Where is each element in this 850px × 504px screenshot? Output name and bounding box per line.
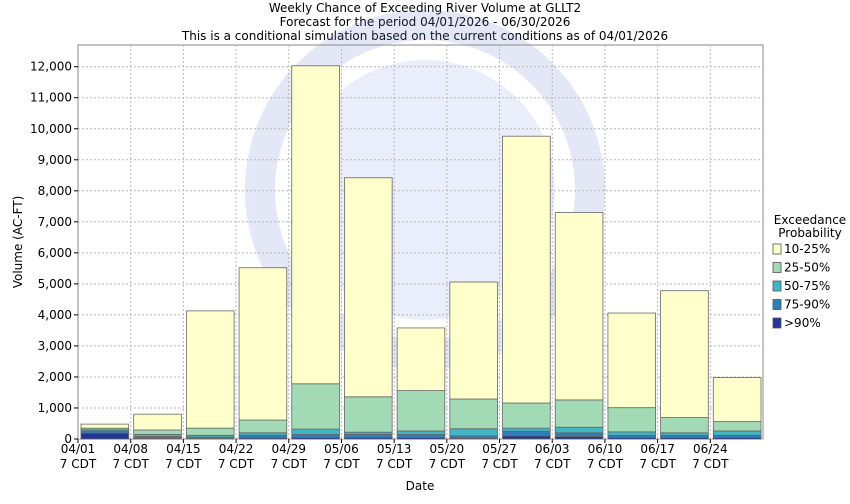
bar-segment [502, 435, 551, 440]
x-tick-label: 05/27 7 CDT [481, 442, 518, 471]
bar-segment [502, 135, 551, 404]
y-tick-label: 12,000 [30, 60, 72, 74]
bar-segment [133, 429, 182, 435]
x-tick-label: 06/17 7 CDT [639, 442, 676, 471]
bar-segment [396, 430, 446, 435]
y-tick-label: 0 [64, 432, 72, 446]
y-tick-label: 6,000 [38, 246, 72, 260]
y-tick-label: 9,000 [38, 153, 72, 167]
x-axis-label: Date [406, 479, 435, 493]
y-tick-label: 3,000 [38, 339, 72, 353]
bar-segment [80, 423, 130, 429]
bar-segment [660, 290, 709, 418]
legend-swatch [772, 317, 782, 329]
y-tick-label: 4,000 [38, 308, 72, 322]
bar-segment [554, 432, 604, 437]
bar-segment [238, 267, 288, 421]
legend-swatch [772, 299, 782, 310]
x-tick-label: 04/15 7 CDT [165, 442, 202, 471]
y-tick-label: 2,000 [38, 370, 72, 384]
y-tick-label: 7,000 [38, 215, 72, 229]
bar-segment [344, 177, 393, 398]
y-tick-label: 8,000 [38, 184, 72, 198]
x-tick-label: 05/20 7 CDT [429, 442, 466, 471]
x-tick-label: 06/03 7 CDT [534, 442, 571, 471]
y-tick-label: 5,000 [38, 277, 72, 291]
legend-label: 50-75% [784, 279, 830, 293]
legend-label: 75-90% [784, 298, 830, 312]
bar-segment [449, 281, 498, 400]
chart-subtitle: Forecast for the period 04/01/2026 - 06/… [280, 15, 571, 29]
bar-segment [80, 432, 130, 440]
bar-segment [344, 433, 393, 438]
x-tick-label: 06/10 7 CDT [587, 442, 624, 471]
y-tick-label: 11,000 [30, 91, 72, 105]
chart-note: This is a conditional simulation based o… [181, 29, 668, 43]
legend-swatch [772, 262, 782, 273]
chart-title: Weekly Chance of Exceeding River Volume … [269, 1, 581, 15]
bar-segment [291, 433, 340, 438]
y-tick-label: 10,000 [30, 122, 72, 136]
y-axis-label: Volume (AC-FT) [11, 196, 25, 289]
bar-segment [607, 431, 657, 436]
x-tick-label: 06/24 7 CDT [692, 442, 729, 471]
x-tick-label: 05/06 7 CDT [323, 442, 360, 471]
bar-segment [554, 399, 604, 428]
legend-swatch [772, 243, 782, 255]
bar-segment [607, 407, 657, 433]
bar-segment [238, 419, 288, 434]
bar-segment [502, 402, 551, 429]
bar-segment [502, 427, 551, 432]
bar-segment [712, 421, 762, 432]
bar-segment [712, 377, 762, 423]
bar-segment [554, 212, 604, 401]
bar-segment [396, 390, 446, 432]
bar-segment [185, 310, 235, 429]
bar-segment [291, 65, 340, 385]
bar-segment [607, 312, 657, 409]
bar-segment [712, 430, 762, 436]
x-tick-label: 04/29 7 CDT [271, 442, 308, 471]
bar-segment [185, 427, 235, 436]
bar-segment [133, 413, 182, 431]
legend-swatch [772, 280, 782, 292]
bar-segment [344, 396, 393, 433]
x-tick-label: 05/13 7 CDT [376, 442, 413, 471]
bar-segment [396, 327, 446, 392]
x-tick-label: 04/08 7 CDT [112, 442, 149, 471]
bar-segment [554, 426, 604, 434]
x-tick-label: 04/22 7 CDT [218, 442, 255, 471]
x-tick-label: 04/01 7 CDT [60, 442, 97, 471]
bar-segment [449, 428, 498, 437]
legend-title: Probability [778, 226, 841, 240]
bar-segment [660, 417, 709, 434]
legend-label: 25-50% [784, 261, 830, 275]
bar-segment [291, 428, 340, 435]
legend-label: 10-25% [784, 242, 830, 256]
bar-segment [449, 398, 498, 430]
bar-segment [396, 433, 446, 438]
bar-segment [502, 430, 551, 437]
legend-title: Exceedance [774, 213, 846, 227]
bar-segment [291, 383, 340, 430]
y-tick-label: 1,000 [38, 401, 72, 415]
legend-label: >90% [784, 316, 821, 330]
